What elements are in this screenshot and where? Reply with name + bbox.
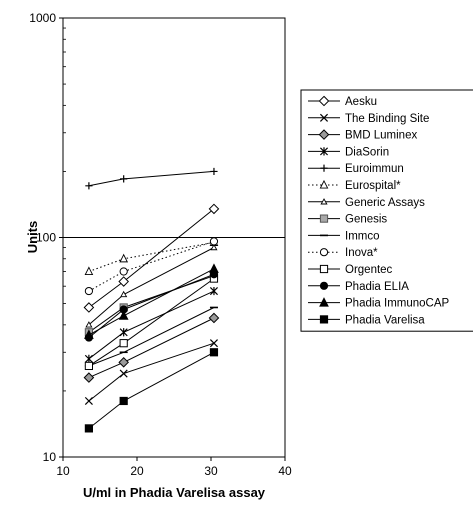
data-point <box>120 175 128 183</box>
legend-label: Phadia Varelisa <box>345 314 425 326</box>
legend-marker <box>319 147 329 156</box>
legend-box <box>300 89 473 332</box>
plot-area <box>62 17 286 458</box>
legend-item-generic-assays: Generic Assays <box>308 197 425 209</box>
legend-label: Orgentec <box>345 264 393 276</box>
data-point <box>84 396 93 405</box>
legend-label: BMD Luminex <box>345 130 417 142</box>
series-orgentec <box>84 274 219 371</box>
legend-marker <box>319 315 329 324</box>
data-point <box>85 182 93 190</box>
legend-item-eurospital: Eurospital* <box>308 179 401 192</box>
legend-label: Aesku <box>345 96 377 108</box>
data-point <box>118 310 129 320</box>
legend-item-phadia-elia: Phadia ELIA <box>308 281 409 293</box>
data-point <box>84 361 94 371</box>
x-tick-label: 40 <box>278 464 292 478</box>
data-point <box>210 167 218 176</box>
legend: Aesku The Binding Site BMD Luminex DiaSorin… <box>300 89 473 332</box>
legend-item-genesis: Genesis <box>308 214 387 226</box>
legend-marker <box>320 164 328 172</box>
legend-marker <box>318 95 330 107</box>
legend-label: Phadia ImmunoCAP <box>345 298 450 310</box>
legend-label: DiaSorin <box>345 146 389 158</box>
legend-item-orgentec: Orgentec <box>308 264 393 276</box>
data-point <box>209 348 219 357</box>
legend-label: Eurospital* <box>345 180 401 192</box>
x-axis-title: U/ml in Phadia Varelisa assay <box>83 485 266 500</box>
y-axis-title: Units <box>25 221 40 254</box>
series-phadia-varelisa <box>84 348 219 433</box>
data-point <box>84 266 94 276</box>
series-inova <box>84 237 219 296</box>
data-point <box>119 328 128 337</box>
data-point <box>84 424 94 433</box>
series-the-binding-site <box>84 339 218 405</box>
data-point <box>118 276 129 287</box>
axes: 10 100 1000 10 20 30 40 <box>29 11 292 478</box>
legend-item-phadia-varelisa: Phadia Varelisa <box>308 314 425 326</box>
legend-marker <box>319 297 329 307</box>
data-point <box>119 253 129 263</box>
data-point <box>208 312 220 324</box>
legend-item-aesku: Aesku <box>308 95 377 108</box>
legend-label: Euroimmun <box>345 163 404 175</box>
data-point <box>119 339 128 348</box>
data-point <box>209 237 219 246</box>
legend-label: Genesis <box>345 214 387 226</box>
data-point <box>119 369 128 378</box>
data-point <box>209 286 218 296</box>
legend-marker <box>319 179 329 189</box>
x-tick-label: 20 <box>130 464 144 478</box>
data-point <box>83 372 95 383</box>
legend-marker <box>319 281 329 290</box>
data-point <box>208 203 220 215</box>
legend-marker <box>319 214 329 223</box>
data-point <box>119 267 128 276</box>
series-phadia-immunocap <box>84 263 219 339</box>
legend-label: Inova* <box>345 247 378 259</box>
data-point <box>209 263 219 273</box>
data-point <box>210 243 218 251</box>
legend-marker <box>319 248 329 257</box>
series-diasorin <box>84 286 218 363</box>
legend-label: Generic Assays <box>345 197 425 209</box>
series-line <box>88 240 215 292</box>
data-point <box>209 339 218 348</box>
data-point <box>84 286 94 296</box>
legend-label: Immco <box>345 230 380 242</box>
y-tick-label: 100 <box>36 231 56 245</box>
legend-item-the-binding-site: The Binding Site <box>308 113 429 125</box>
data-point <box>84 354 93 363</box>
legend-item-inova: Inova* <box>308 247 378 259</box>
y-tick-label: 1000 <box>29 11 56 25</box>
legend-label: The Binding Site <box>345 113 429 125</box>
data-point <box>83 302 95 313</box>
x-tick-label: 10 <box>56 464 70 478</box>
series-euroimmun <box>85 167 218 190</box>
data-point <box>84 329 94 339</box>
legend-marker <box>318 129 330 140</box>
x-tick-label: 30 <box>204 464 218 478</box>
legend-item-euroimmun: Euroimmun <box>308 163 404 175</box>
series-generic-assays <box>85 243 218 328</box>
series-aesku <box>83 203 220 313</box>
y-tick-label: 10 <box>43 450 57 464</box>
legend-marker <box>320 198 328 205</box>
series-layer <box>83 167 220 433</box>
data-point <box>118 357 129 368</box>
data-point <box>119 396 128 406</box>
legend-item-phadia-immunocap: Phadia ImmunoCAP <box>308 297 450 310</box>
legend-item-diasorin: DiaSorin <box>308 146 389 158</box>
legend-item-bmd-luminex: BMD Luminex <box>308 129 417 142</box>
legend-label: Phadia ELIA <box>345 281 409 293</box>
series-bmd-luminex <box>83 312 220 383</box>
legend-marker <box>319 113 329 122</box>
data-point <box>85 321 93 328</box>
legend-marker <box>319 264 329 274</box>
data-point <box>120 290 128 298</box>
legend-item-immco: Immco <box>308 230 380 242</box>
